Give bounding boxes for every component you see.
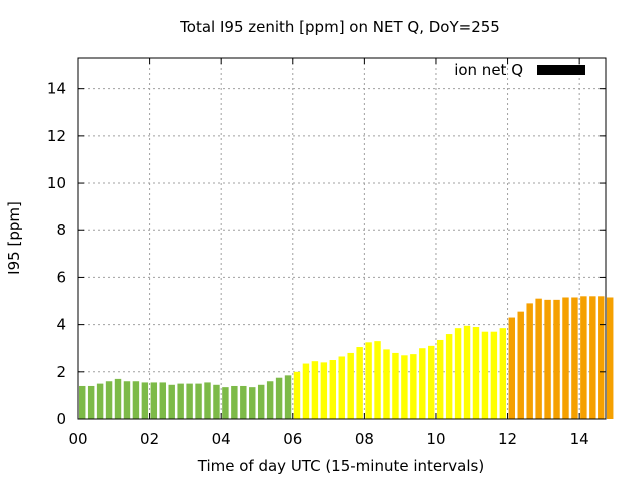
bar	[150, 382, 158, 419]
bar	[419, 348, 426, 419]
y-tick-label: 2	[56, 363, 66, 381]
bar	[445, 334, 453, 419]
x-tick-label: 06	[283, 430, 302, 448]
bar	[383, 349, 390, 419]
bar	[132, 381, 140, 419]
y-axis-label: I95 [ppm]	[5, 201, 23, 275]
bar	[571, 297, 578, 419]
bar	[222, 387, 229, 419]
x-tick-label: 10	[426, 430, 445, 448]
bar	[329, 360, 337, 419]
bar	[284, 375, 292, 419]
bar	[374, 341, 381, 419]
bar	[195, 383, 202, 419]
x-tick-label: 00	[68, 430, 87, 448]
bar	[517, 311, 524, 419]
bar	[311, 361, 319, 419]
x-tick-label: 02	[140, 430, 159, 448]
plot-frame	[77, 57, 607, 420]
bar	[87, 385, 95, 419]
legend: ion net Q	[454, 61, 585, 79]
bar	[96, 383, 104, 419]
bar	[141, 382, 149, 419]
x-axis-label: Time of day UTC (15-minute intervals)	[197, 457, 484, 475]
bar	[544, 299, 551, 419]
bar	[490, 331, 498, 419]
x-tick-label: 04	[212, 430, 231, 448]
bar	[231, 385, 238, 419]
bar	[499, 328, 507, 419]
bar	[356, 347, 363, 419]
bar	[526, 303, 533, 419]
bar	[481, 331, 489, 419]
bar	[365, 342, 372, 419]
bar	[204, 382, 211, 419]
bar	[607, 297, 614, 419]
y-tick-label: 10	[47, 174, 66, 192]
bar	[562, 297, 569, 419]
bar	[508, 317, 516, 419]
y-tick-label: 8	[56, 221, 66, 239]
bar	[338, 356, 345, 419]
bar	[436, 339, 444, 419]
chart-title: Total I95 zenith [ppm] on NET Q, DoY=255	[179, 18, 500, 36]
bar	[213, 384, 220, 419]
bar	[266, 381, 274, 419]
bar	[463, 325, 471, 419]
bar	[598, 296, 605, 419]
bar	[320, 362, 328, 419]
y-tick-label: 12	[47, 127, 66, 145]
bar	[580, 296, 587, 419]
y-tick-label: 4	[56, 316, 66, 334]
bar	[177, 383, 184, 419]
bar	[123, 381, 131, 419]
legend-label: ion net Q	[454, 61, 523, 79]
bar	[302, 363, 310, 419]
bar	[392, 352, 399, 419]
bar	[553, 299, 560, 419]
bar	[347, 352, 354, 419]
bar	[159, 382, 166, 419]
bar	[275, 377, 283, 419]
legend-swatch	[537, 65, 585, 75]
bar	[428, 345, 435, 419]
bar	[293, 371, 301, 419]
bar	[454, 328, 462, 419]
ticks	[77, 58, 606, 420]
bar	[257, 384, 265, 419]
y-tick-label: 0	[56, 410, 66, 428]
bar	[240, 385, 247, 419]
x-tick-label: 12	[498, 430, 517, 448]
y-tick-label: 6	[56, 268, 66, 286]
bar	[535, 298, 542, 419]
bars	[79, 296, 614, 419]
bar	[186, 383, 193, 419]
bar	[401, 355, 408, 419]
bar	[589, 296, 596, 419]
x-tick-label: 08	[355, 430, 374, 448]
gridlines	[78, 58, 606, 419]
bar	[114, 378, 122, 419]
x-tick-label: 14	[570, 430, 589, 448]
bar	[168, 384, 175, 419]
y-tick-label: 14	[47, 80, 66, 98]
bar	[79, 385, 86, 419]
bar	[410, 354, 417, 419]
bar	[105, 381, 113, 419]
bar	[472, 326, 480, 419]
bar	[249, 387, 256, 419]
